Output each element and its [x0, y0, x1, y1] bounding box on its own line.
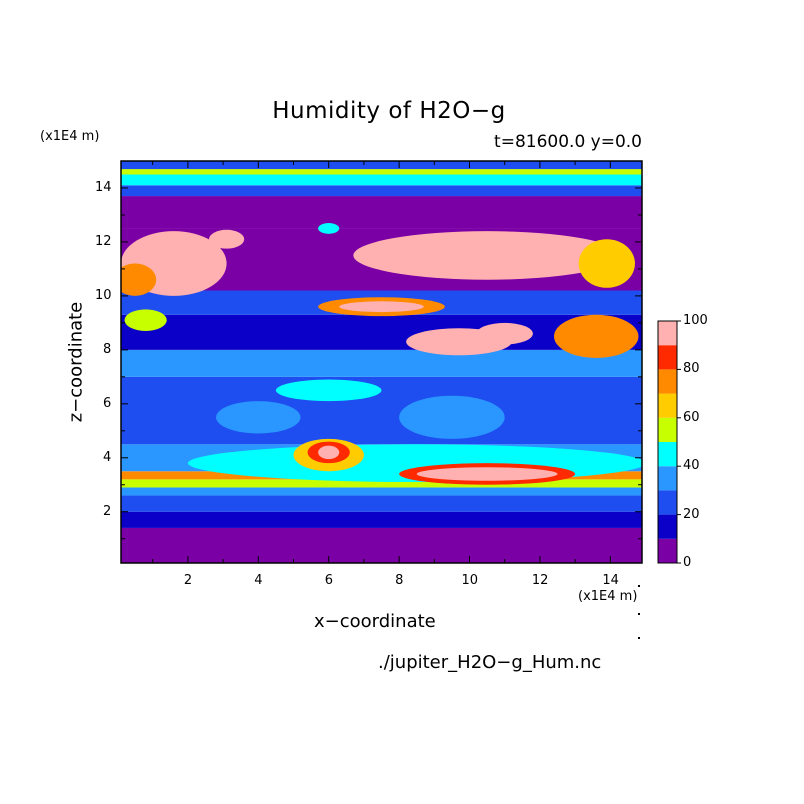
heatmap-blob: [121, 263, 157, 296]
colorbar-swatch: [658, 369, 677, 394]
x-tick-label: 12: [531, 573, 549, 588]
colorbar-swatch: [658, 321, 677, 346]
colorbar-swatch: [658, 490, 677, 515]
colorbar-tick-label: 20: [683, 506, 700, 522]
x-tick-label: 8: [395, 573, 404, 588]
heatmap-band: [121, 527, 642, 563]
heatmap-band: [121, 169, 642, 175]
x-axis-unit: (x1E4 m): [578, 589, 638, 604]
heatmap-blob: [124, 309, 167, 331]
heatmap-blob: [339, 301, 424, 313]
heatmap-band: [121, 495, 642, 512]
colorbar-swatch: [658, 538, 677, 563]
colorbar-swatch: [658, 442, 677, 467]
heatmap-blob: [275, 379, 382, 402]
heatmap-band: [121, 349, 642, 377]
source-file-label: ./jupiter_H2O−g_Hum.nc: [378, 652, 602, 673]
colorbar-swatch: [658, 345, 677, 370]
colorbar-tick-label: 60: [683, 409, 700, 425]
heatmap-blob: [399, 395, 505, 439]
x-tick-label: 6: [324, 573, 333, 588]
plot-frame: [120, 160, 643, 564]
y-tick-label: 10: [95, 287, 112, 303]
heatmap-band: [121, 376, 642, 445]
colorbar-swatch: [658, 417, 677, 442]
y-tick-label: 12: [95, 233, 112, 249]
chart-subtitle: t=81600.0 y=0.0: [494, 132, 642, 152]
heatmap-band: [121, 174, 642, 186]
heatmap-blob: [476, 322, 533, 345]
x-tick-label: 4: [254, 573, 263, 588]
x-tick-label: 2: [183, 573, 193, 588]
heatmap-blob: [416, 467, 558, 481]
colorbar-tick-label: 40: [683, 458, 700, 474]
heatmap-blob: [318, 223, 340, 234]
heatmap-blob: [578, 239, 635, 288]
colorbar-swatch: [658, 514, 677, 539]
heatmap-band: [121, 161, 642, 170]
colorbar-tick-label: 100: [683, 313, 708, 328]
heatmap-band: [121, 479, 642, 488]
heatmap-band: [121, 487, 642, 496]
y-tick-label: 4: [103, 449, 112, 465]
y-tick-label: 6: [103, 395, 112, 411]
heatmap-blob: [209, 229, 245, 249]
heatmap-blob: [318, 445, 340, 460]
y-tick-label: 2: [103, 503, 112, 519]
x-tick-label: 14: [602, 573, 619, 588]
heatmap-field: [121, 161, 642, 563]
y-axis-unit: (x1E4 m): [40, 129, 100, 144]
heatmap-blob: [216, 401, 301, 434]
y-tick-label: 14: [95, 179, 112, 195]
corner-marker: [638, 637, 640, 639]
chart-title: Humidity of H2O−g: [272, 98, 506, 124]
heatmap-band: [121, 185, 642, 197]
corner-marker: [638, 613, 640, 615]
colorbar-tick-label: 80: [683, 361, 700, 377]
heatmap-band: [121, 196, 642, 229]
x-axis-label: x−coordinate: [314, 611, 436, 632]
y-tick-label: 8: [103, 341, 112, 357]
heatmap-blob: [553, 314, 639, 358]
colorbar-swatch: [658, 393, 677, 418]
heatmap-band: [121, 511, 642, 528]
colorbar-swatch: [658, 466, 677, 491]
colorbar-frame: [657, 320, 678, 564]
corner-marker: [638, 585, 640, 587]
heatmap-blob: [353, 231, 621, 280]
colorbar-tick-label: 0: [683, 555, 692, 570]
x-tick-label: 10: [461, 573, 479, 588]
